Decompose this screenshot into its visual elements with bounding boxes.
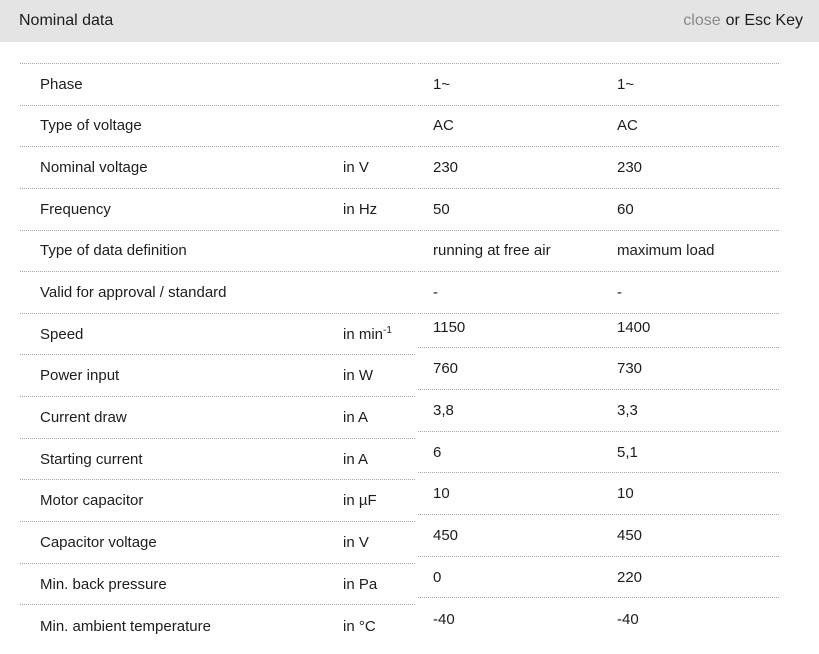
row-unit: in V	[343, 159, 369, 177]
row-unit: in Hz	[343, 200, 378, 218]
row-unit: in Pa	[343, 575, 378, 593]
table-row-labels: Min. back pressure in Pa	[20, 564, 415, 606]
dialog-close-area: close or Esc Key	[683, 12, 803, 30]
values-aligned-section: 1~ 1~ AC AC 230 230 50 60 running at fre…	[418, 64, 779, 314]
table-row-values: AC AC	[418, 106, 779, 148]
row-unit: in A	[343, 450, 369, 468]
value-col2: 1~	[617, 75, 635, 93]
table-row-values: 760 730	[418, 348, 779, 391]
table-row-labels: Speed in min-1	[20, 314, 415, 356]
value-col2: 60	[617, 200, 634, 218]
value-col2: -40	[617, 610, 639, 628]
value-col1: 760	[433, 360, 459, 378]
nominal-data-table: Phase Type of voltage Nominal voltage in…	[20, 63, 779, 647]
table-row-labels: Frequency in Hz	[20, 189, 415, 231]
row-label: Valid for approval / standard	[40, 284, 227, 302]
table-row-values: 6 5,1	[418, 432, 779, 474]
table-row-labels: Power input in W	[20, 355, 415, 398]
values-column: 1~ 1~ AC AC 230 230 50 60 running at fre…	[418, 63, 779, 647]
row-unit: in W	[343, 367, 373, 385]
value-col1: -40	[433, 610, 455, 628]
esc-key-hint: or Esc Key	[725, 12, 803, 29]
value-col2: 10	[617, 485, 634, 503]
row-unit: in V	[343, 533, 369, 551]
value-col1: 1150	[433, 318, 466, 336]
table-row-labels: Valid for approval / standard	[20, 272, 415, 314]
table-row-labels: Motor capacitor in µF	[20, 480, 415, 523]
table-row-values: 1~ 1~	[418, 64, 779, 106]
table-row-values: running at free air maximum load	[418, 231, 779, 273]
row-label: Nominal voltage	[40, 159, 148, 177]
row-label: Power input	[40, 367, 120, 385]
value-col1: running at free air	[433, 242, 551, 260]
close-link[interactable]: close	[683, 12, 721, 29]
value-col1: 230	[433, 159, 459, 177]
value-col1: AC	[433, 117, 454, 135]
value-col1: 10	[433, 485, 450, 503]
value-col2: 730	[617, 360, 643, 378]
dialog-title: Nominal data	[19, 12, 114, 29]
value-col2: 3,3	[617, 401, 638, 419]
table-row-labels: Type of data definition	[20, 231, 415, 273]
value-col1: 1~	[433, 75, 451, 93]
table-row-values: 230 230	[418, 147, 779, 189]
table-row-values: 450 450	[418, 515, 779, 557]
value-col1: -	[433, 284, 438, 302]
dialog-header: Nominal data close or Esc Key	[0, 0, 819, 42]
row-label: Min. ambient temperature	[40, 617, 211, 635]
table-row-values: 50 60	[418, 189, 779, 231]
row-label: Current draw	[40, 408, 127, 426]
table-row-labels: Nominal voltage in V	[20, 147, 415, 189]
table-row-values: 1150 1400	[418, 307, 779, 349]
table-row-labels: Starting current in A	[20, 439, 415, 481]
value-col2: 220	[617, 568, 643, 586]
value-col2: 5,1	[617, 443, 638, 461]
value-col2: 1400	[617, 318, 651, 336]
row-unit: in °C	[343, 617, 376, 635]
value-col2: 230	[617, 159, 643, 177]
value-col1: 450	[433, 526, 459, 544]
table-row-values: 3,8 3,3	[418, 390, 779, 432]
value-col2: 450	[617, 526, 643, 544]
value-col2: -	[617, 284, 622, 302]
row-label: Motor capacitor	[40, 492, 144, 510]
table-row-values: -40 -40	[418, 598, 779, 640]
row-label: Phase	[40, 75, 83, 93]
table-row-values: 0 220	[418, 557, 779, 599]
row-label: Speed	[40, 325, 84, 343]
row-unit: in min-1	[343, 324, 392, 343]
table-row-labels: Min. ambient temperature in °C	[20, 605, 415, 647]
value-col1: 3,8	[433, 401, 454, 419]
row-label: Frequency	[40, 200, 111, 218]
row-label: Capacitor voltage	[40, 533, 157, 551]
value-col1: 6	[433, 443, 442, 461]
table-row-labels: Phase	[20, 64, 415, 106]
value-col1: 0	[433, 568, 442, 586]
labels-column: Phase Type of voltage Nominal voltage in…	[20, 63, 415, 647]
value-col2: AC	[617, 117, 638, 135]
table-row-labels: Type of voltage	[20, 106, 415, 148]
row-label: Starting current	[40, 450, 143, 468]
values-offset-section: 1150 1400 760 730 3,8 3,3 6 5,1 10 10 45…	[418, 307, 779, 640]
row-label: Min. back pressure	[40, 575, 167, 593]
table-row-labels: Capacitor voltage in V	[20, 522, 415, 564]
table-row-values: - -	[418, 272, 779, 314]
row-unit: in µF	[343, 492, 377, 510]
table-row-labels: Current draw in A	[20, 397, 415, 439]
value-col2: maximum load	[617, 242, 715, 260]
row-unit: in A	[343, 408, 369, 426]
table-row-values: 10 10	[418, 473, 779, 516]
row-label: Type of voltage	[40, 117, 142, 135]
row-label: Type of data definition	[40, 242, 187, 260]
value-col1: 50	[433, 200, 450, 218]
